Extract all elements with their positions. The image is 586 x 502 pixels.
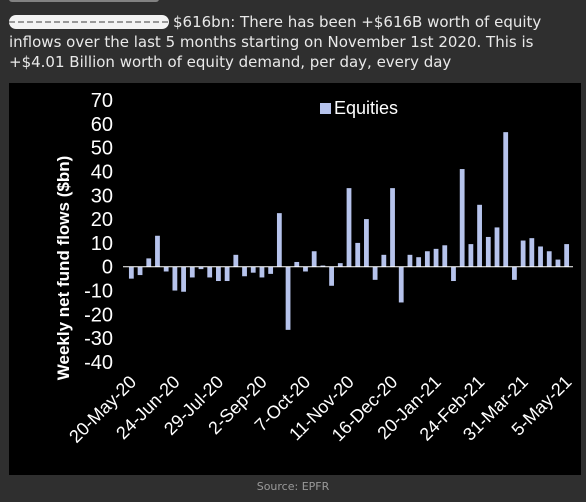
bar	[381, 254, 387, 267]
bar	[355, 242, 361, 267]
bar	[337, 263, 343, 267]
bar	[459, 169, 465, 267]
bar	[538, 246, 543, 267]
legend: Equities	[320, 98, 398, 118]
legend-swatch-equities	[320, 103, 331, 114]
bar	[224, 266, 230, 282]
bar	[198, 266, 204, 270]
x-axis-ticks: 20-May-2024-Jun-2029-Jul-202-Sep-207-Oct…	[65, 372, 575, 447]
bar	[564, 244, 570, 267]
bar	[442, 245, 448, 267]
bar	[555, 259, 561, 267]
bar	[346, 188, 352, 267]
y-tick-label: 0	[102, 257, 113, 279]
redacted-handle	[9, 15, 169, 29]
y-axis-label-group: Weekly net fund flows ($bn)	[54, 156, 73, 380]
bar	[546, 251, 552, 267]
bar	[250, 266, 256, 273]
bar	[416, 257, 422, 267]
y-tick-label: -40	[84, 352, 113, 374]
bar	[137, 266, 143, 276]
bar	[294, 261, 300, 267]
bar	[503, 132, 509, 267]
bar	[259, 266, 265, 278]
bar	[433, 248, 439, 267]
y-tick-label: 40	[91, 161, 113, 183]
bar	[364, 219, 369, 267]
bar	[485, 236, 491, 267]
y-tick-label: 20	[91, 209, 113, 231]
bar	[155, 235, 160, 267]
bar	[233, 254, 239, 267]
bar	[207, 266, 213, 278]
bar	[320, 265, 326, 267]
legend-label-equities: Equities	[334, 98, 398, 118]
y-tick-label: 50	[91, 138, 113, 160]
chart-frame: Weekly net fund flows ($bn) 70 60 50 40 30 20…	[9, 83, 581, 475]
bar	[372, 266, 378, 280]
bar	[398, 266, 404, 303]
y-tick-label: 60	[91, 114, 113, 136]
post-body-text: : There has been +$616B worth of equity …	[9, 13, 542, 71]
bar	[268, 266, 274, 274]
y-tick-label: 30	[91, 185, 113, 207]
bar	[529, 238, 535, 267]
y-tick-label: 10	[91, 233, 113, 255]
bar	[146, 258, 152, 267]
bar	[276, 213, 282, 267]
bar	[311, 251, 317, 267]
bar	[189, 266, 195, 278]
y-tick-label: -10	[84, 281, 113, 303]
y-tick-label: -30	[84, 328, 113, 350]
bar	[242, 266, 247, 277]
bar	[163, 266, 169, 272]
cut-off-previous-line	[9, 0, 159, 2]
post-text: $616bn: There has been +$616B worth of e…	[9, 12, 581, 72]
bar	[424, 251, 430, 267]
bar	[285, 266, 291, 330]
bar	[451, 266, 456, 282]
bar	[477, 204, 482, 267]
bar	[512, 266, 517, 280]
bar	[407, 254, 413, 267]
chart-source: Source: EPFR	[256, 480, 330, 493]
equity-flows-chart: Weekly net fund flows ($bn) 706050403020…	[54, 90, 575, 447]
y-tick-label: 70	[91, 90, 113, 112]
post-lead-highlight: $616bn	[173, 13, 231, 31]
bar	[494, 227, 500, 267]
bar	[216, 266, 221, 282]
bar	[390, 188, 395, 267]
bars-group	[128, 132, 570, 330]
bar	[181, 266, 186, 292]
bar	[468, 244, 474, 267]
bar	[172, 266, 178, 291]
bar	[303, 266, 308, 272]
bar	[520, 240, 526, 267]
bar	[128, 266, 134, 279]
y-axis-label: Weekly net fund flows ($bn)	[54, 156, 73, 380]
bar	[329, 266, 334, 286]
y-tick-label: -20	[84, 304, 113, 326]
